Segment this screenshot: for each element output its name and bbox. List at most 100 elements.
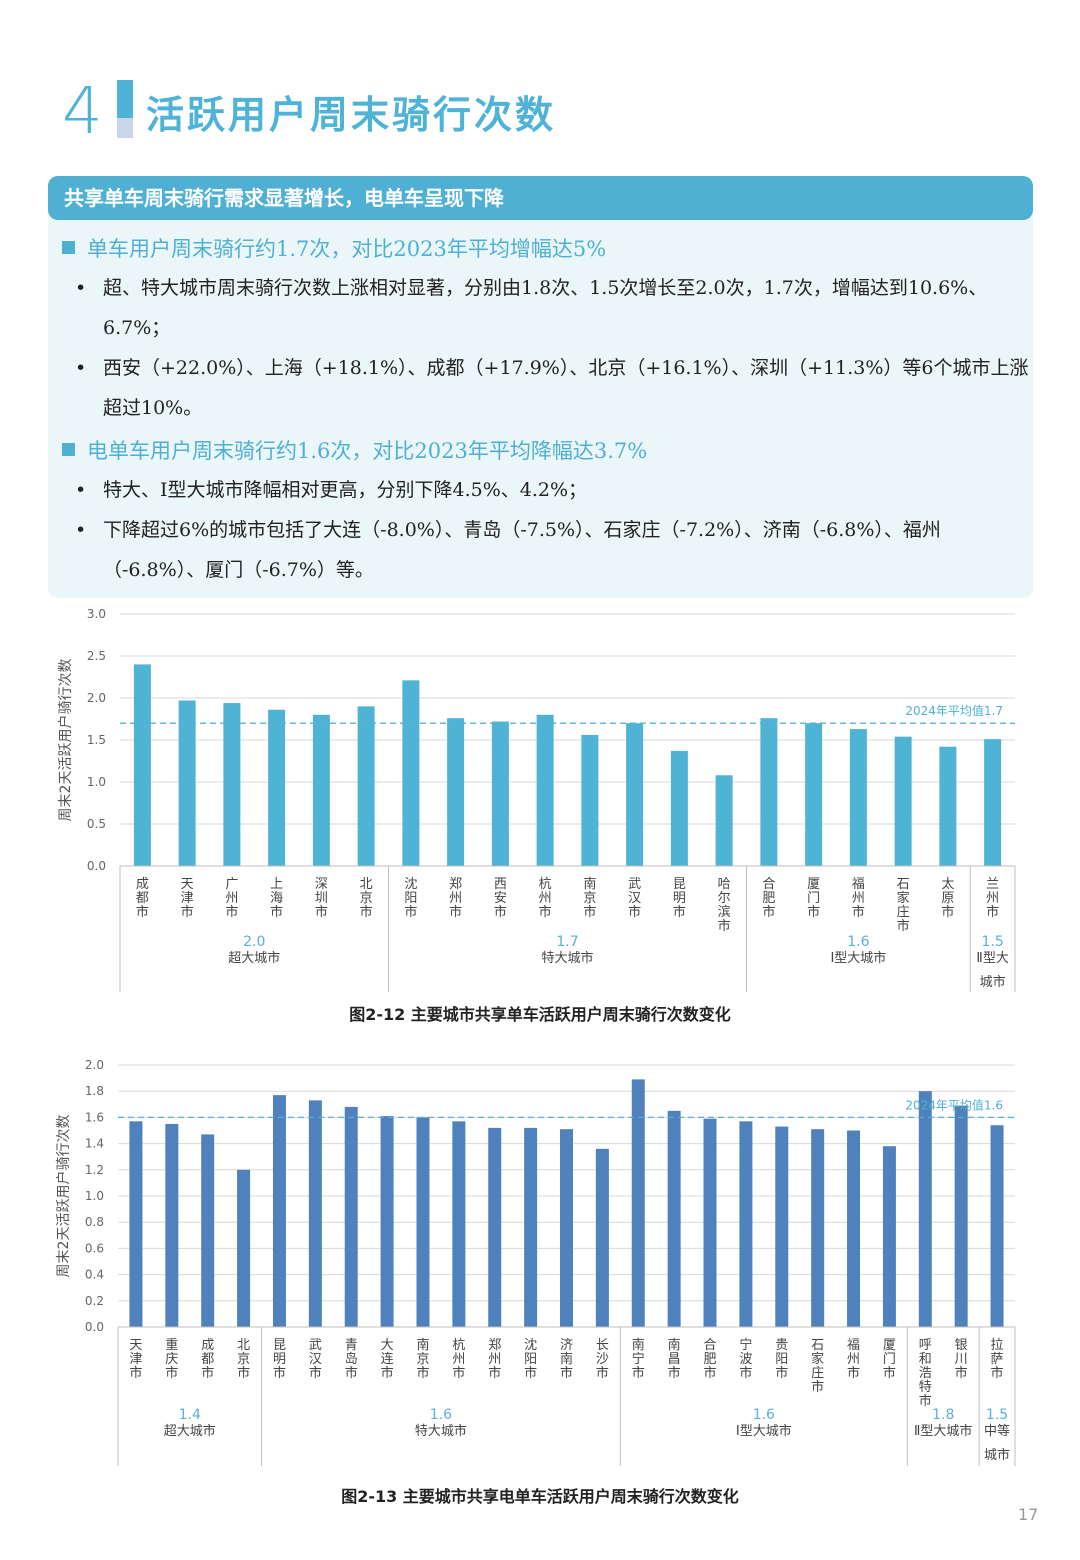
subheading-bike-text: 单车用户周末骑行约1.7次，对比2023年平均增幅达5%	[87, 237, 607, 261]
chart-bar	[894, 736, 912, 866]
group-average-value: 1.6	[430, 1407, 452, 1423]
chart-bar	[918, 1091, 932, 1327]
group-average-value: 2.0	[243, 934, 265, 950]
y-tick-label: 0.5	[87, 817, 106, 831]
x-tick-label: 天津市	[129, 1338, 142, 1381]
x-tick-label: 福州市	[852, 877, 865, 920]
group-name: Ⅰ型大城市	[736, 1423, 792, 1439]
x-tick-label: 天津市	[181, 877, 194, 920]
chart-bar	[357, 706, 375, 866]
x-tick-label: 北京市	[237, 1338, 250, 1381]
x-tick-label: 银川市	[955, 1338, 968, 1381]
chart-bar	[201, 1134, 215, 1327]
chart-bar	[954, 1105, 968, 1327]
x-tick-label: 沈阳市	[404, 877, 417, 920]
y-tick-label: 1.0	[85, 1189, 104, 1203]
chart-bar	[237, 1169, 251, 1327]
chart-bar	[849, 729, 867, 866]
x-tick-label: 昆明市	[673, 877, 686, 920]
chart-bar	[760, 718, 778, 866]
average-label: 2024年平均值1.7	[905, 703, 1003, 718]
bullet-text: 特大、I型大城市降幅相对更高，分别下降4.5%、4.2%；	[103, 479, 588, 501]
y-axis-label: 周末2天活跃用户骑行次数	[57, 659, 74, 822]
x-tick-label: 合肥市	[762, 877, 775, 920]
x-tick-label: 青岛市	[345, 1338, 358, 1381]
x-tick-label: 杭州市	[452, 1338, 465, 1381]
chart-bar	[805, 723, 823, 866]
x-tick-label: 广州市	[225, 877, 238, 920]
chart-bar	[308, 1100, 322, 1327]
section-number: 4	[62, 75, 103, 149]
chart-bar	[223, 703, 241, 866]
y-tick-label: 1.0	[87, 775, 106, 789]
x-tick-label: 武汉市	[628, 877, 641, 920]
x-tick-label: 哈尔滨市	[718, 877, 731, 934]
chart-bar	[272, 1095, 286, 1327]
chart-bar	[775, 1126, 789, 1327]
chart-bar	[452, 1121, 466, 1327]
chart1-caption: 图2-12 主要城市共享单车活跃用户周末骑行次数变化	[349, 1005, 731, 1024]
x-tick-label: 西安市	[494, 877, 507, 920]
y-tick-label: 1.8	[85, 1084, 104, 1098]
x-tick-label: 南昌市	[668, 1337, 681, 1381]
bullet-dot-icon: •	[75, 277, 87, 299]
x-tick-label: 呼和浩特市	[919, 1338, 932, 1409]
chart-bar	[811, 1129, 825, 1327]
chart-bar	[380, 1116, 394, 1327]
bullet-text: 西安（+22.0%）、上海（+18.1%）、成都（+17.9%）、北京（+16.…	[103, 357, 1029, 419]
bullet-dot-icon: •	[75, 357, 87, 379]
x-tick-label: 厦门市	[883, 1338, 896, 1381]
chart-bar	[416, 1117, 430, 1327]
chart-bar	[990, 1125, 1004, 1327]
x-tick-label: 南宁市	[632, 1337, 645, 1381]
group-average-value: 1.4	[179, 1407, 201, 1423]
bullet-item: • 特大、I型大城市降幅相对更高，分别下降4.5%、4.2%；	[75, 470, 1030, 510]
chart-bar	[312, 714, 330, 866]
x-tick-label: 石家庄市	[897, 877, 910, 934]
bullet-item: • 下降超过6%的城市包括了大连（-8.0%）、青岛（-7.5%）、石家庄（-7…	[75, 510, 1030, 590]
chart-bar	[178, 700, 196, 866]
y-tick-label: 2.0	[87, 691, 106, 705]
x-tick-label: 厦门市	[807, 877, 820, 920]
chart-bar	[447, 718, 465, 866]
chart-bar	[739, 1121, 753, 1327]
group-name: Ⅱ型大城市	[976, 951, 1008, 990]
square-bullet-icon	[62, 241, 75, 254]
chart-bar	[595, 1148, 609, 1327]
x-tick-label: 大连市	[381, 1338, 394, 1381]
chart-bar	[670, 750, 688, 866]
chart-bar	[984, 739, 1002, 866]
chart-bar	[581, 734, 599, 866]
group-average-value: 1.6	[753, 1407, 775, 1423]
bullet-dot-icon: •	[75, 519, 87, 541]
chart-bar	[703, 1118, 717, 1327]
section-accent-bar-light	[117, 118, 133, 138]
x-tick-label: 郑州市	[449, 877, 462, 920]
x-tick-label: 杭州市	[539, 877, 552, 920]
x-tick-label: 拉萨市	[991, 1338, 1004, 1381]
group-average-value: 1.7	[556, 934, 578, 950]
chart2-caption: 图2-13 主要城市共享电单车活跃用户周末骑行次数变化	[341, 1487, 739, 1506]
x-tick-label: 福州市	[847, 1338, 860, 1381]
group-name: 超大城市	[228, 950, 280, 966]
y-tick-label: 2.0	[85, 1058, 104, 1072]
chart-bar	[344, 1106, 358, 1327]
y-tick-label: 1.6	[85, 1110, 104, 1124]
square-bullet-icon	[62, 443, 75, 456]
summary-panel-header: 共享单车周末骑行需求显著增长，电单车呈现下降	[48, 176, 1033, 220]
y-tick-label: 2.5	[87, 649, 106, 663]
group-name: Ⅱ型大城市	[914, 1423, 972, 1439]
section-accent-bar	[117, 80, 133, 118]
y-tick-label: 0.4	[85, 1268, 104, 1282]
x-tick-label: 昆明市	[273, 1338, 286, 1381]
bullet-text: 超、特大城市周末骑行次数上涨相对显著，分别由1.8次、1.5次增长至2.0次，1…	[103, 277, 988, 339]
x-tick-label: 郑州市	[488, 1338, 501, 1381]
y-tick-label: 1.5	[87, 733, 106, 747]
x-tick-label: 武汉市	[309, 1338, 322, 1381]
y-tick-label: 1.4	[85, 1137, 104, 1151]
x-tick-label: 沈阳市	[524, 1338, 537, 1381]
group-name: 特大城市	[415, 1423, 467, 1439]
y-tick-label: 3.0	[87, 607, 106, 621]
x-tick-label: 成都市	[201, 1338, 214, 1381]
y-tick-label: 0.2	[85, 1294, 104, 1308]
